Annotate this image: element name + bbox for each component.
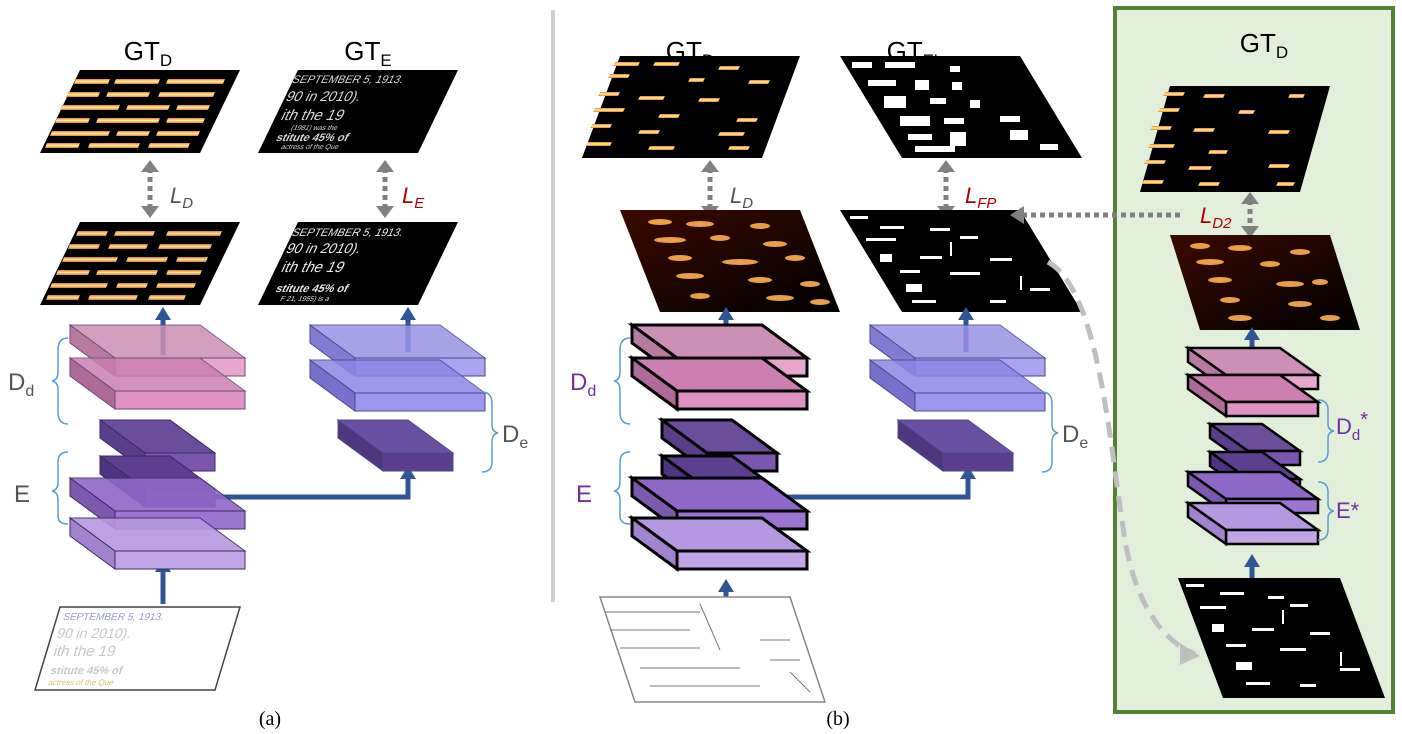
ocr-line: SEPTEMBER 5, 1913. [290,227,406,238]
gt-e-prime-map-b [840,56,1082,158]
ocr-line: SEPTEMBER 5, 1913. [62,612,166,623]
ocr-line: actress of the Que [280,142,341,151]
e-label-a: E [14,481,30,508]
encoder-e-layers-a [68,419,247,570]
loss-d2-label: LD2 [1200,203,1232,232]
encoder-e-layers-b [627,417,812,572]
ocr-line: ith the 19 [51,643,118,660]
de-label-b: De [1062,421,1088,452]
gt-d-heatmap-c [1140,86,1330,192]
ocr-line: stitute 45% of [49,665,124,677]
loss-fp-label-b: LFP [965,183,996,212]
decoder-dd-layers-a [68,324,247,410]
decoder-de-layers-b [868,324,1047,472]
ocr-line: F 21, 1955) is a [279,294,332,303]
panel-refinement: GTD LD2 [1010,6,1395,714]
input-map-c [1178,578,1385,698]
pred-d-heatmap-a [40,222,240,305]
ocr-line: stitute 45% of [274,132,351,143]
ocr-line: ith the 19 [278,108,347,124]
loss-e-label-a: LE [402,183,425,212]
pred-d-heatmap-c [1170,235,1360,330]
panel-a: SEPTEMBER 5, 1913. 90 in 2010). ith the … [8,36,528,730]
input-image-a: SEPTEMBER 5, 1913. 90 in 2010). ith the … [33,606,242,691]
ocr-line: 90 in 2010). [283,90,364,105]
dd-star-label: Dd* [1336,409,1368,444]
gt-e-label-a: GTE [344,36,391,70]
ocr-line: 90 in 2010). [283,242,364,257]
decoder-de-layers-a [308,324,487,472]
decoder-dd-layers-b [627,322,812,412]
caption-a: (a) [259,708,281,730]
gt-d-label-a: GTD [124,36,172,70]
ocr-line: 90 in 2010). [55,626,134,642]
dd-label-b: Dd [570,369,596,400]
e-label-b: E [576,481,592,508]
de-label-a: De [502,421,528,452]
gt-d-label-c: GTD [1240,28,1288,62]
input-form-image-b [598,596,827,703]
pred-d-heatmap-b [620,210,840,312]
pred-e-prime-map-b [840,210,1082,312]
caption-b: (b) [826,708,849,730]
loss-d-label-a: LD [170,183,193,212]
gt-e-text-map-a: SEPTEMBER 5, 1913. 90 in 2010). ith the … [258,70,458,153]
loss-d-label-b: LD [730,183,753,212]
pred-e-text-map-a: SEPTEMBER 5, 1913. 90 in 2010). ith the … [258,222,458,305]
e-star-label: E* [1336,498,1360,523]
gt-d-heatmap-b [582,56,800,158]
refinement-feed-arrow [1046,259,1200,665]
ocr-line: stitute 45% of [274,283,351,294]
dd-label-a: Dd [8,369,34,400]
ocr-line: actress of the Que [47,678,115,687]
encoder-e-star-layers [1184,421,1322,547]
gt-d-heatmap-a [40,70,240,153]
ocr-line: ith the 19 [278,260,347,276]
decoder-dd-star-layers [1184,345,1322,419]
ocr-line: SEPTEMBER 5, 1913. [290,74,406,85]
ocr-line: (1981) was the [289,123,339,132]
panel-b: GTD GTE' [570,36,1088,730]
